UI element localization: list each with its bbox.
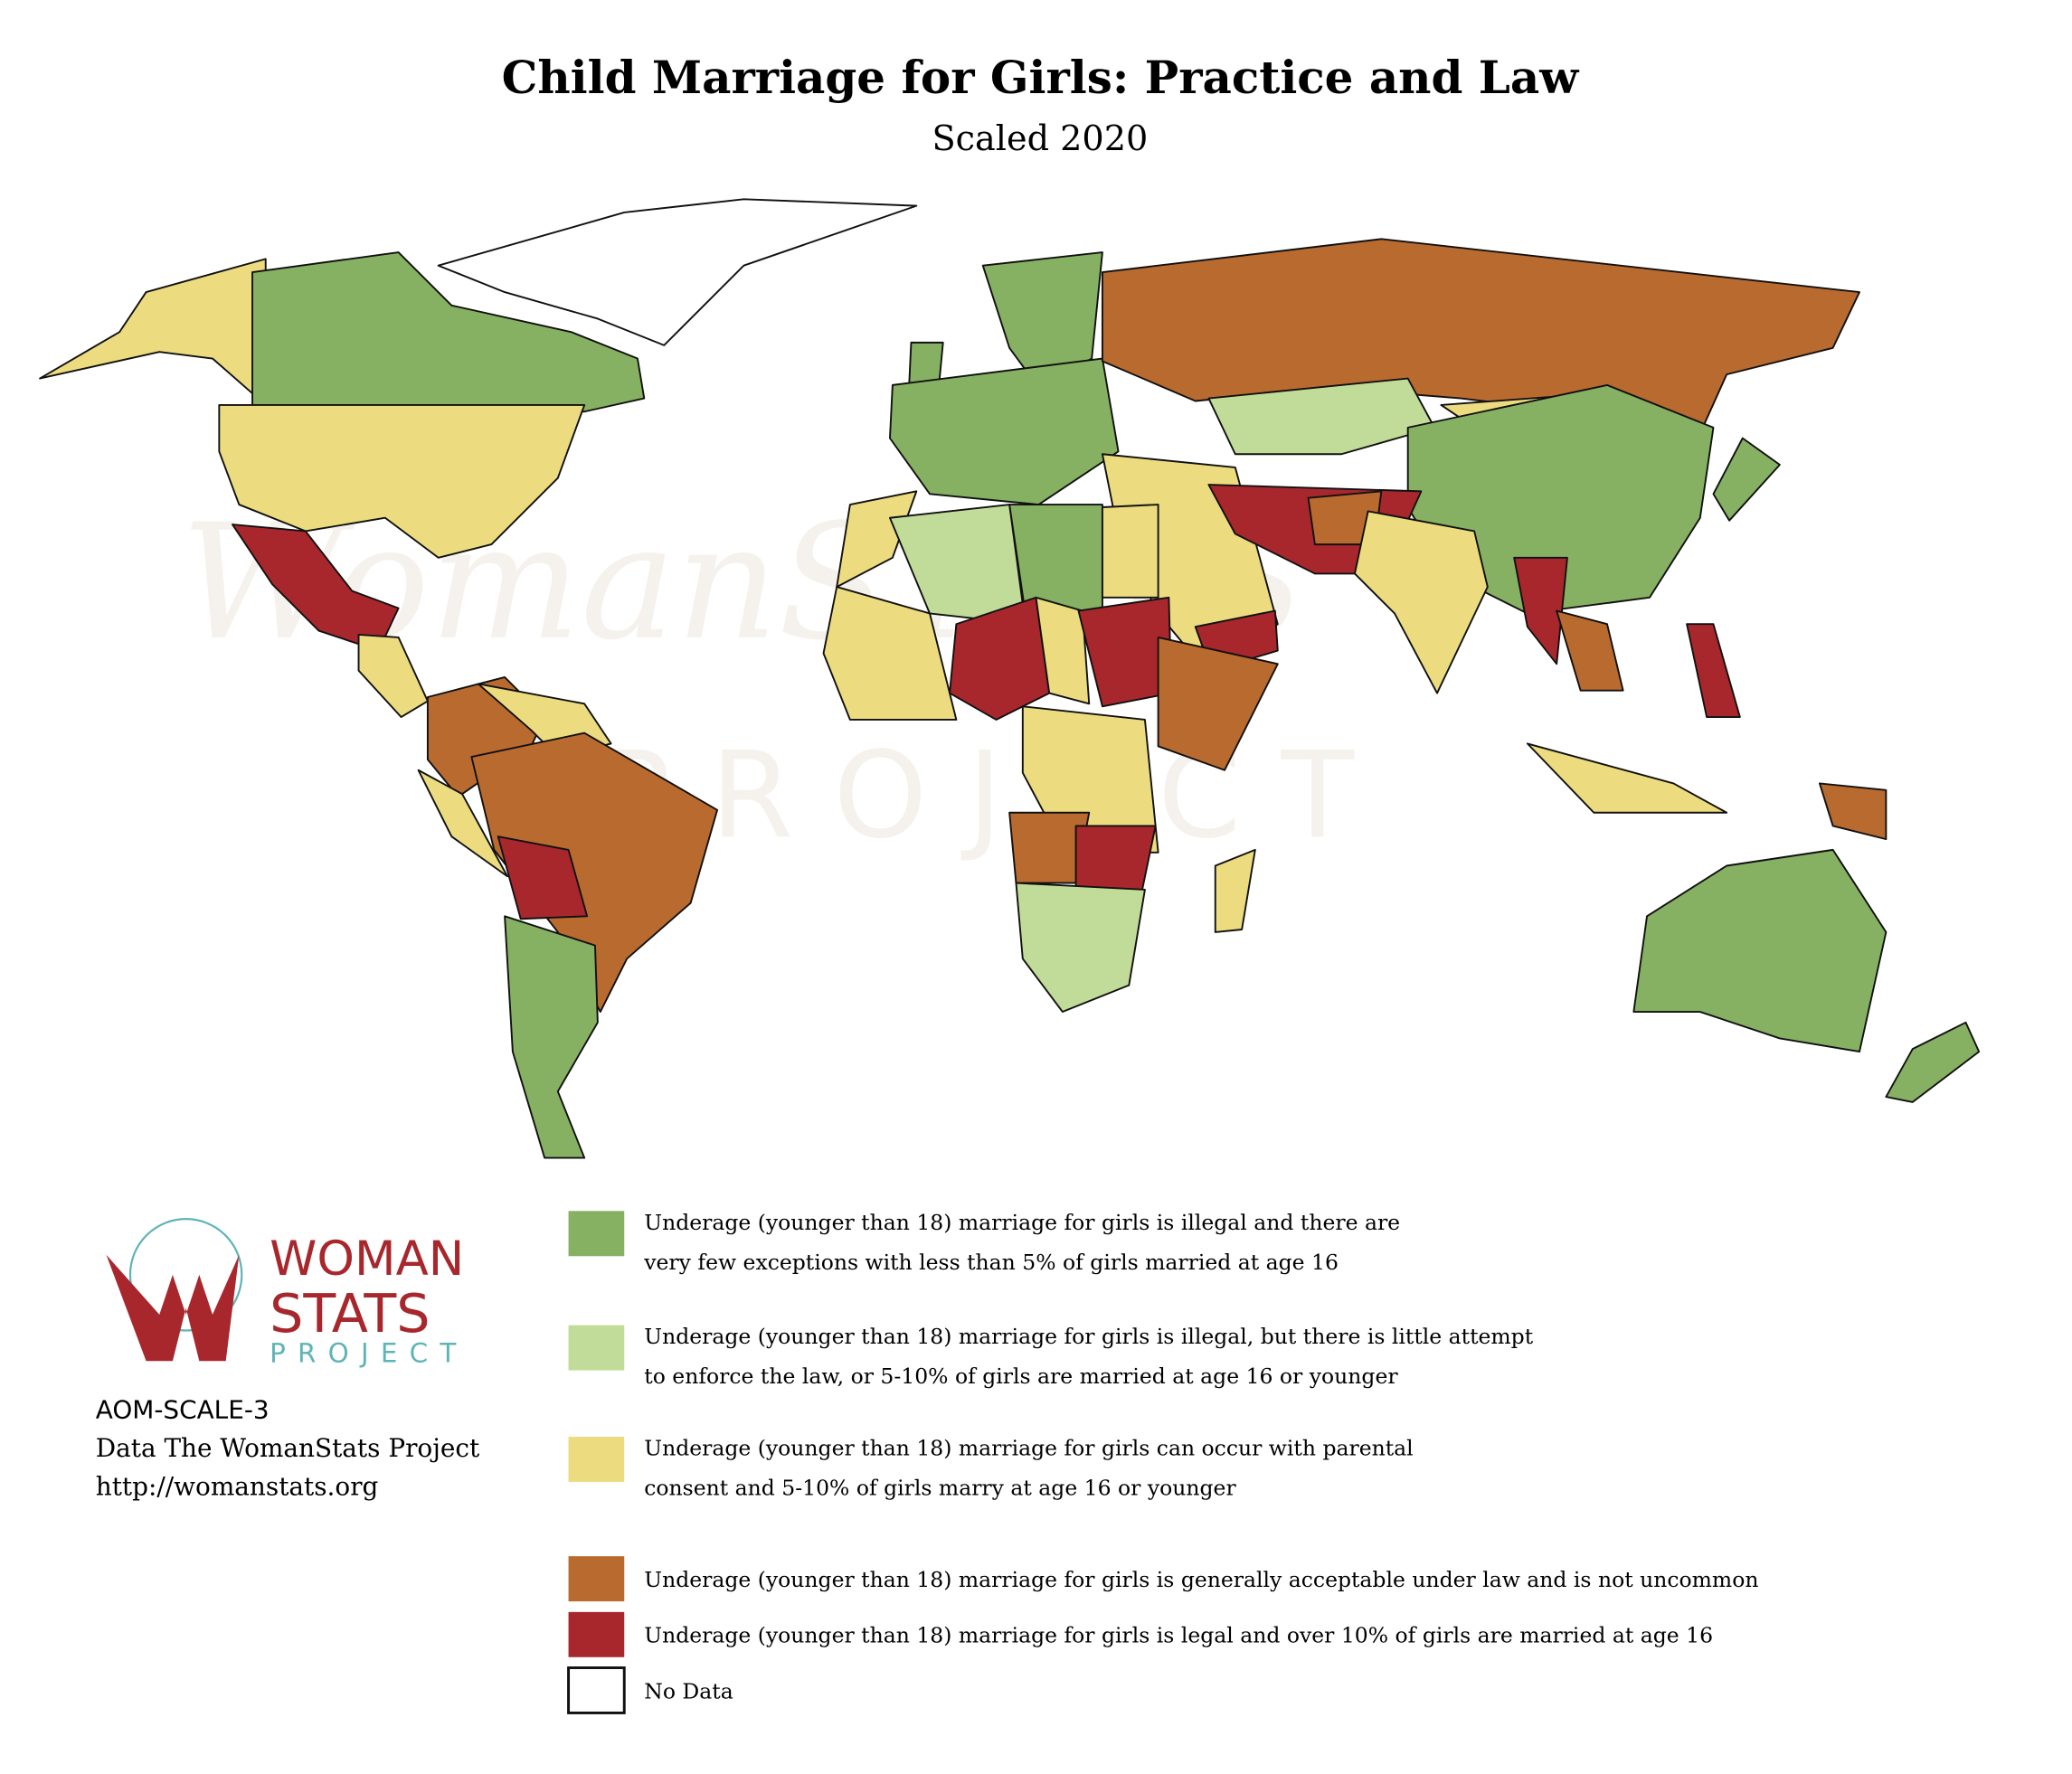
country — [1885, 1021, 1981, 1103]
country — [889, 357, 1120, 506]
country — [1157, 636, 1279, 771]
legend-label: No Data — [644, 1678, 733, 1703]
country — [232, 524, 400, 652]
legend-label: to enforce the law, or 5-10% of girls ar… — [644, 1364, 1398, 1389]
country — [497, 835, 589, 920]
country — [1008, 504, 1103, 615]
logo-text: STATS — [270, 1282, 430, 1345]
country — [1354, 510, 1489, 694]
country — [504, 915, 599, 1159]
legend-swatch — [568, 1436, 625, 1482]
logo-mark — [106, 1254, 240, 1362]
logo-text: PROJECT — [270, 1338, 468, 1369]
logo: WOMAN STATS PROJECT — [106, 1218, 468, 1369]
country — [1526, 742, 1728, 814]
source: AOM-SCALE-3 Data The WomanStats Project ht… — [96, 1394, 479, 1501]
source-line: http://womanstats.org — [96, 1472, 379, 1502]
logo-globe — [128, 1218, 243, 1332]
legend-swatch — [568, 1325, 625, 1371]
country — [218, 403, 586, 559]
legend-label: Underage (younger than 18) marriage for … — [644, 1567, 1758, 1592]
country — [437, 198, 918, 346]
country — [1818, 782, 1888, 841]
legend-label: very few exceptions with less than 5% of… — [643, 1250, 1339, 1275]
legend-label: Underage (younger than 18) marriage for … — [644, 1623, 1713, 1648]
legend-label: Underage (younger than 18) marriage for … — [644, 1436, 1413, 1461]
country — [1686, 623, 1741, 718]
legend-label: Underage (younger than 18) marriage for … — [644, 1324, 1533, 1349]
legend-label: consent and 5-10% of girls marry at age … — [644, 1476, 1236, 1501]
legend: Underage (younger than 18) marriage for … — [567, 1210, 1758, 1714]
country — [1712, 437, 1781, 522]
country — [1101, 504, 1159, 599]
country — [357, 634, 429, 718]
country — [836, 490, 918, 589]
country — [1207, 377, 1436, 456]
country — [1632, 848, 1888, 1053]
country — [822, 586, 958, 721]
country — [39, 258, 267, 406]
country — [1556, 609, 1624, 692]
title: Child Marriage for Girls: Practice and L… — [502, 51, 1580, 104]
legend-swatch — [568, 1611, 625, 1657]
subtitle: Scaled 2020 — [932, 119, 1148, 159]
legend-swatch — [568, 1211, 625, 1257]
country — [1015, 882, 1146, 1013]
logo-text: WOMAN — [270, 1231, 464, 1287]
world-map — [39, 198, 1981, 1159]
watermark-text: PROJECT — [599, 726, 1394, 865]
legend-swatch — [568, 1556, 625, 1602]
country — [1035, 596, 1091, 705]
source-line: AOM-SCALE-3 — [96, 1394, 270, 1424]
legend-swatch — [567, 1666, 626, 1714]
country — [1214, 848, 1256, 933]
country — [1074, 825, 1157, 891]
source-line: Data The WomanStats Project — [96, 1433, 479, 1463]
legend-label: Underage (younger than 18) marriage for … — [644, 1210, 1400, 1235]
country — [417, 769, 508, 878]
country — [1513, 556, 1568, 665]
